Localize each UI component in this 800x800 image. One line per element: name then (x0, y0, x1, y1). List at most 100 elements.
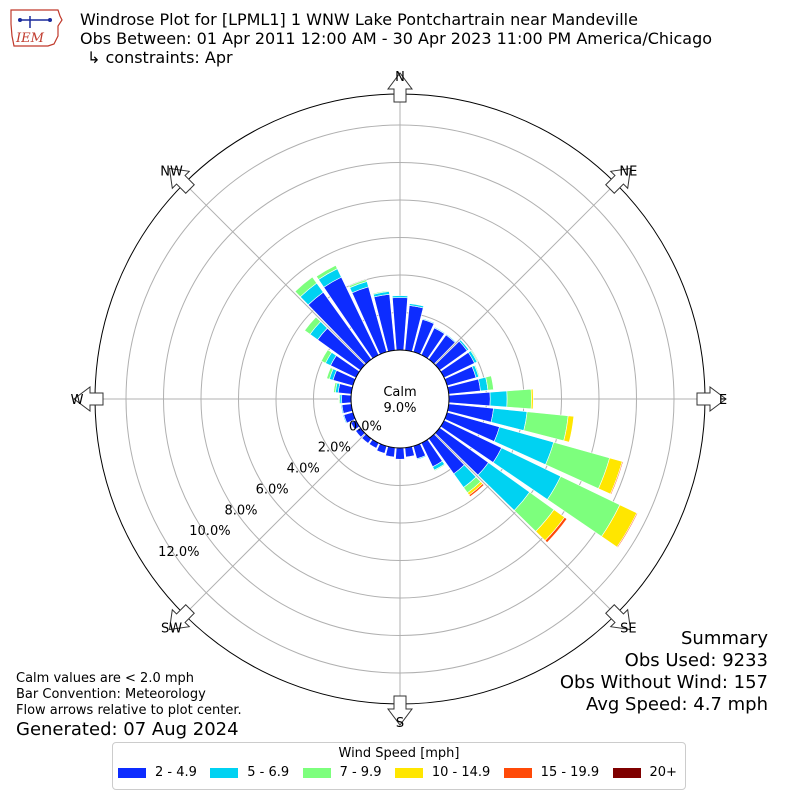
chart-constraints: ↳ constraints: Apr (87, 48, 233, 67)
legend-swatch (503, 767, 532, 778)
windrose-bar-segment (474, 364, 481, 378)
calm-value: 9.0% (383, 401, 416, 416)
legend-item: 7 - 9.9 (302, 765, 382, 780)
legend-items: 2 - 4.9 5 - 6.9 7 - 9.9 10 - 14.9 15 - 1… (113, 761, 685, 780)
compass-label: W (71, 393, 84, 408)
radial-tick-labels: 0.0% 2.0% 4.0% 6.0% 8.0% 10.0% 12.0% (158, 419, 382, 560)
windrose-bar-segment (326, 367, 334, 380)
note-flow: Flow arrows relative to plot center. (16, 703, 242, 718)
calm-center: Calm 9.0% (383, 385, 416, 416)
radial-tick-label: 10.0% (189, 524, 230, 539)
flow-arrow-icon (387, 695, 413, 726)
legend-swatch (394, 767, 423, 778)
legend-item: 2 - 4.9 (118, 765, 197, 780)
flow-arrow-icon (387, 72, 413, 103)
flow-arrow-icon (168, 604, 195, 631)
legend: Wind Speed [mph] 2 - 4.9 5 - 6.9 7 - 9.9… (112, 742, 686, 790)
windrose-bar-segment (422, 318, 435, 324)
legend-label: 5 - 6.9 (247, 765, 290, 780)
windrose-bar-segment (416, 455, 427, 461)
windrose-bar-segment (294, 276, 318, 298)
windrose-bar-segment (610, 461, 624, 495)
grid-circle (200, 199, 600, 599)
note-convention: Bar Convention: Meteorology (16, 687, 206, 702)
windrose-bar-segment (433, 326, 446, 335)
notes-block: Calm values are < 2.0 mph Bar Convention… (16, 671, 242, 719)
flow-arrow-icon (73, 386, 104, 412)
legend-label: 7 - 9.9 (339, 765, 382, 780)
windrose-bar-segment (506, 388, 532, 410)
compass-label: SW (161, 621, 182, 636)
grid-circle (125, 124, 675, 674)
radial-tick-label: 6.0% (256, 482, 289, 497)
windrose-bar-segment (563, 415, 575, 443)
legend-label: 2 - 4.9 (155, 765, 197, 780)
iem-logo: IEM (10, 9, 63, 47)
windrose-bar-segment (395, 447, 405, 460)
title-block: Windrose Plot for [LPML1] 1 WNW Lake Pon… (80, 10, 712, 67)
windrose-bar-segment (530, 388, 534, 410)
spoke-line (434, 433, 617, 616)
windrose-bar-segment (391, 295, 409, 299)
grid-circle (238, 237, 562, 561)
compass-label: NW (160, 165, 183, 180)
summary-panel: Summary Obs Used: 9233 Obs Without Wind:… (560, 628, 768, 716)
flow-arrow-icon (605, 167, 632, 194)
legend-label: 20+ (649, 765, 677, 780)
legend-swatch (302, 767, 331, 778)
legend-item: 10 - 14.9 (394, 765, 491, 780)
windrose-bar-segment (348, 279, 368, 289)
windrose-bar-segment (468, 483, 485, 498)
windrose-bar-segment (341, 394, 352, 404)
windrose-bar-segment (372, 290, 390, 295)
spoke-line (434, 182, 617, 365)
windrose-bar-segment (448, 391, 491, 407)
windrose-bar-segment (340, 404, 344, 415)
radial-tick-label: 12.0% (158, 545, 199, 560)
radial-tick-label: 4.0% (287, 461, 320, 476)
summary-obs-without-wind: Obs Without Wind: 157 (559, 672, 768, 693)
logo-text: IEM (15, 31, 45, 46)
radial-tick-label: 0.0% (349, 419, 382, 434)
windrose-bar-segment (470, 349, 479, 363)
windrose-bar-segment (485, 375, 494, 391)
grid-circle (163, 162, 637, 636)
note-calm: Calm values are < 2.0 mph (16, 671, 195, 686)
generated-date: Generated: 07 Aug 2024 (16, 719, 239, 740)
windrose-bar-segment (489, 390, 508, 408)
chart-title: Windrose Plot for [LPML1] 1 WNW Lake Pon… (80, 10, 638, 29)
legend-swatch (210, 767, 239, 778)
windrose-bar-segment (433, 463, 446, 472)
compass-label: N (395, 70, 405, 85)
spoke-line (183, 182, 366, 365)
windrose-bar-segment (392, 297, 408, 351)
legend-swatch (612, 767, 641, 778)
windrose-bar-segment (458, 339, 470, 352)
windrose-bar-segment (616, 512, 639, 549)
summary-avg-speed: Avg Speed: 4.7 mph (586, 694, 768, 715)
radial-tick-label: 2.0% (318, 440, 351, 455)
legend-item: 5 - 6.9 (210, 765, 289, 780)
legend-swatch (118, 767, 146, 778)
chart-subtitle: Obs Between: 01 Apr 2011 12:00 AM - 30 A… (80, 29, 713, 48)
compass-label: E (719, 393, 727, 408)
logo-dot (18, 18, 22, 22)
windrose-bar-segment (320, 349, 333, 364)
legend-item: 20+ (612, 765, 677, 780)
summary-title: Summary (681, 628, 768, 649)
logo-dot (48, 18, 52, 22)
windrose-bar-segment (333, 382, 338, 393)
compass-label: S (396, 716, 404, 731)
windrose-bar-segment (409, 303, 425, 309)
compass-label: NE (619, 165, 637, 180)
windrose-bars (294, 264, 639, 549)
compass-label: SE (620, 621, 636, 636)
legend-label: 10 - 14.9 (431, 765, 491, 780)
flow-arrow-icon (605, 604, 632, 631)
legend-item: 15 - 19.9 (503, 765, 599, 780)
calm-circle (350, 349, 450, 449)
windrose-bar-segment (304, 316, 322, 335)
flow-arrow-icon (696, 386, 727, 412)
spoke-line (183, 433, 366, 616)
